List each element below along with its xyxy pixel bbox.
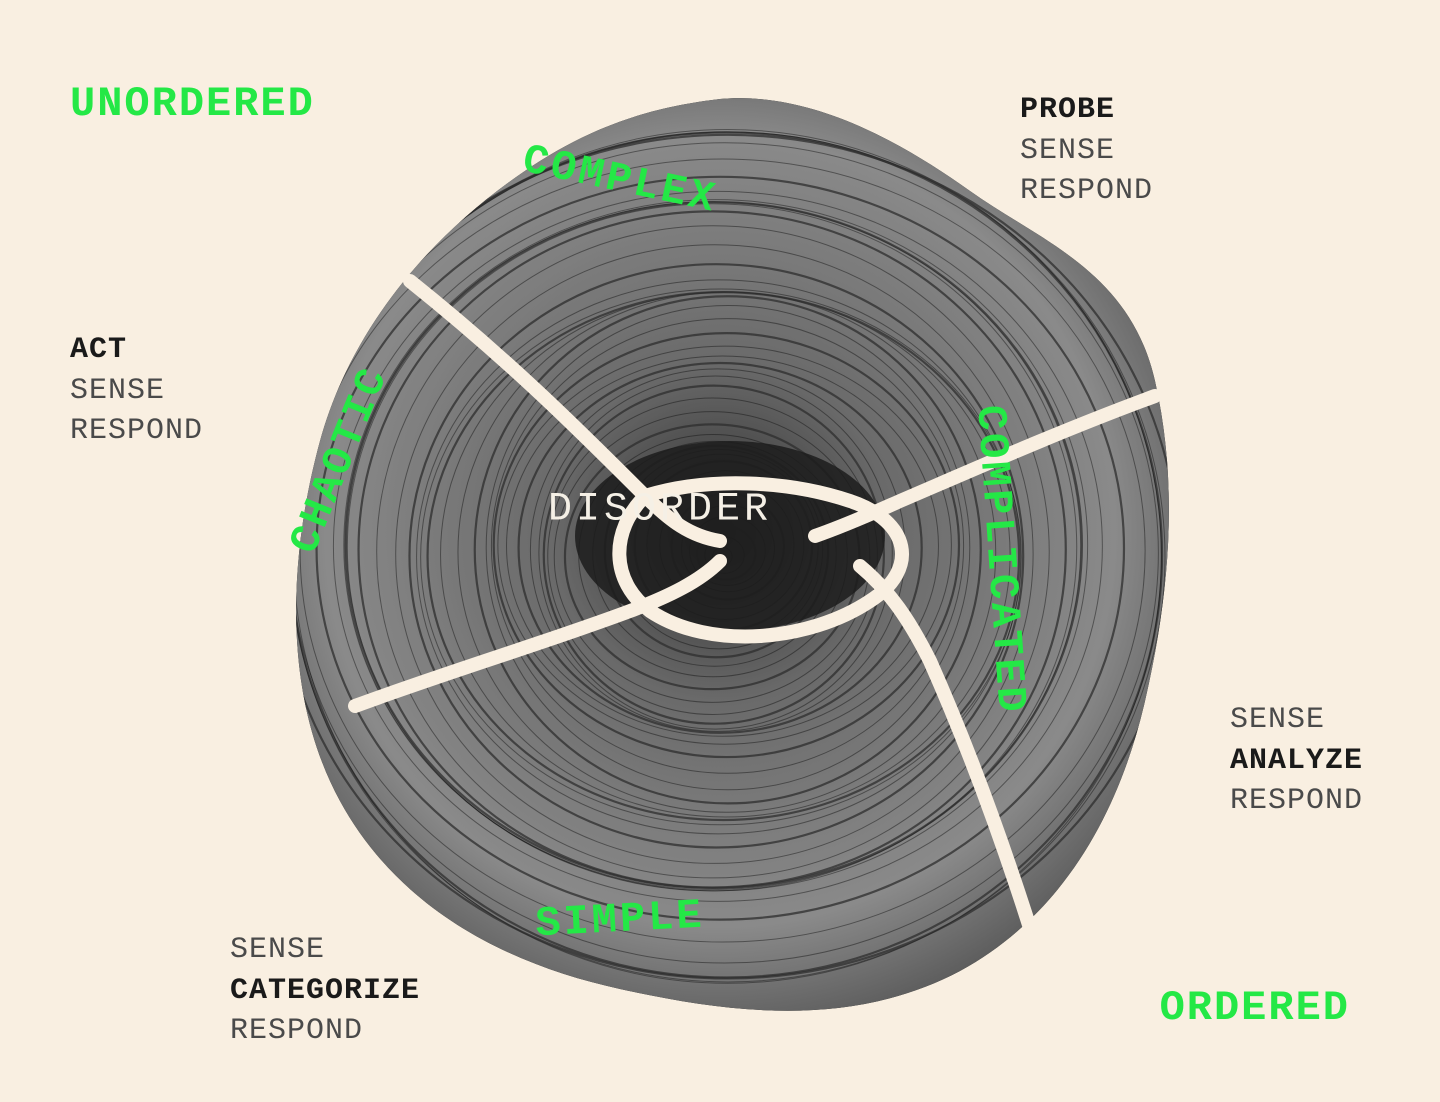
tree-ring-svg: [250, 81, 1190, 1021]
rings-group: [250, 81, 1190, 1021]
action-word: RESPOND: [70, 411, 203, 452]
action-word: ACT: [70, 330, 203, 371]
center-label-disorder: DISORDER: [548, 488, 772, 533]
action-word: SENSE: [1230, 700, 1363, 741]
action-block-chaotic: ACTSENSERESPOND: [70, 330, 203, 452]
action-word: SENSE: [70, 371, 203, 412]
action-word: ANALYZE: [1230, 741, 1363, 782]
action-word: RESPOND: [1230, 781, 1363, 822]
action-block-complicated: SENSEANALYZERESPOND: [1230, 700, 1363, 822]
cynefin-tree-ring-diagram: [250, 81, 1190, 1021]
domain-label-simple: SIMPLE: [534, 892, 706, 949]
